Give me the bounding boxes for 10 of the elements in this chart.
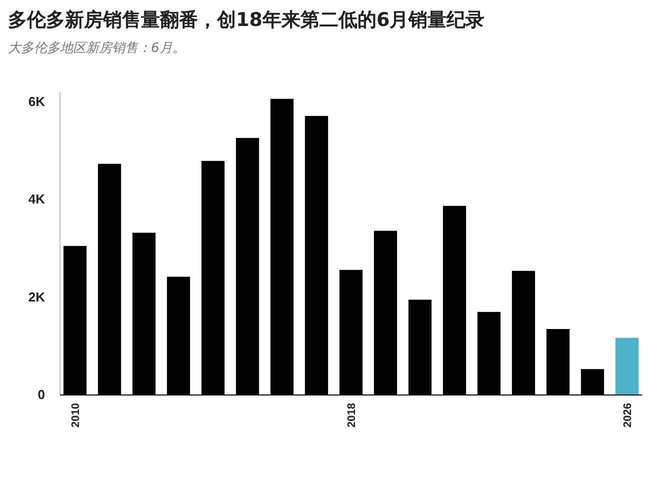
x-tick-label: 2018 <box>346 403 358 428</box>
y-tick-label: 2K <box>28 289 46 304</box>
x-tick-label: 2010 <box>70 403 82 428</box>
x-tick-label: 2026 <box>622 403 634 428</box>
chart-subtitle: 大多伦多地区新房销售：6月。 <box>8 40 186 56</box>
y-tick-label: 6K <box>28 94 46 109</box>
y-tick-label: 0 <box>38 387 45 402</box>
y-tick-label: 4K <box>28 192 46 207</box>
chart-title: 多伦多新房销售量翻番，创18年来第二低的6月销量纪录 <box>8 9 485 31</box>
bar <box>615 338 639 395</box>
